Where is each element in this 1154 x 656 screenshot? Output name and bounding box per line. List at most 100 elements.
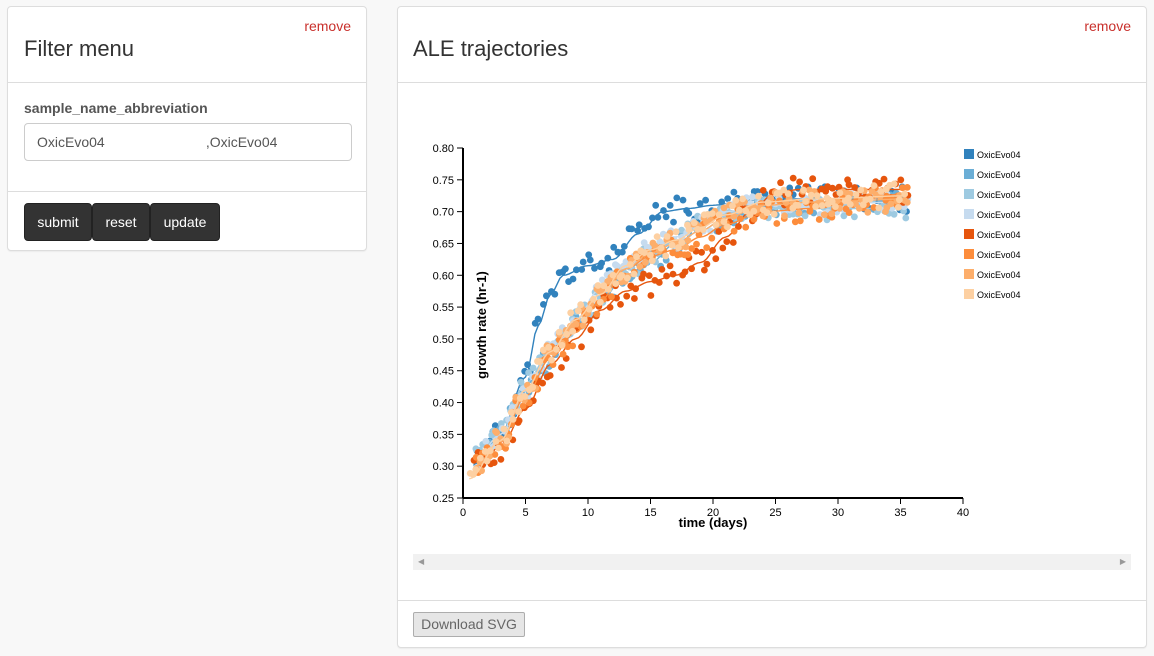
series-6-point	[742, 223, 750, 231]
series-3-point	[517, 378, 525, 386]
series-4-point	[749, 193, 756, 201]
series-8-point	[813, 192, 821, 199]
series-8-point	[558, 341, 566, 349]
series-8-point	[894, 204, 902, 211]
series-7-point	[781, 212, 788, 220]
series-3-point	[902, 214, 910, 222]
series-8-point	[890, 180, 898, 188]
y-tick-label: 0.30	[433, 461, 454, 473]
chart-footer-divider	[398, 600, 1146, 601]
reset-button[interactable]: reset	[92, 203, 150, 241]
scroll-right-arrow[interactable]: ▶	[1119, 557, 1126, 566]
series-5-point	[632, 285, 639, 293]
series-4-point	[482, 437, 490, 445]
series-1-point	[604, 254, 612, 262]
series-5-point	[663, 272, 670, 280]
series-8-point	[866, 195, 874, 203]
series-8-point	[729, 202, 736, 210]
series-8-point	[715, 211, 723, 219]
series-7-point	[636, 263, 644, 270]
series-8-point	[812, 203, 819, 210]
series-5-point	[623, 292, 631, 300]
series-8-point	[536, 358, 544, 366]
series-8-point	[770, 210, 778, 218]
series-8-point	[845, 194, 852, 202]
series-7-point	[795, 209, 803, 217]
chart-panel: remove ALE trajectories 0.25 0.30 0.35 0.40…	[397, 6, 1147, 648]
series-1-point	[670, 218, 677, 226]
series-1-point	[730, 188, 738, 196]
series-1-point	[666, 202, 674, 209]
update-button[interactable]: update	[150, 203, 220, 241]
series-1-point	[551, 290, 559, 298]
legend-swatch	[964, 229, 974, 239]
series-8-point	[668, 241, 676, 249]
series-5-point	[723, 238, 731, 246]
series-8-point	[486, 447, 494, 455]
series-7-point	[828, 210, 836, 218]
series-3-point	[678, 226, 685, 234]
sample-name-abbreviation-input[interactable]: OxicEvo04 ,OxicEvo04	[24, 123, 352, 161]
series-8-point	[580, 316, 588, 324]
download-svg-button[interactable]: Download SVG	[413, 612, 525, 637]
series-7-trend-line	[475, 198, 907, 467]
series-1-point	[662, 213, 670, 221]
series-4-point	[598, 276, 606, 284]
scroll-left-arrow[interactable]: ◀	[418, 557, 425, 566]
series-8-point	[648, 257, 656, 265]
series-5-point	[851, 184, 859, 191]
series-6-point	[815, 216, 823, 223]
series-8-point	[509, 416, 517, 423]
series-6-point	[688, 245, 696, 252]
series-8-point	[732, 197, 740, 204]
series-5-point	[578, 343, 585, 351]
series-8-point	[483, 457, 491, 465]
series-5-point	[897, 176, 905, 184]
series-5-point	[829, 184, 836, 192]
y-tick-label: 0.45	[433, 366, 454, 378]
chart-panel-title: ALE trajectories	[413, 36, 569, 61]
filter-remove-link[interactable]: remove	[304, 18, 351, 34]
chart-horizontal-scrollbar[interactable]: ◀ ▶	[413, 554, 1131, 570]
legend-swatch	[964, 289, 974, 299]
series-1-point	[645, 223, 652, 231]
series-6-point	[695, 231, 703, 239]
legend-label: OxicEvo04	[977, 170, 1021, 180]
series-5-point	[631, 295, 638, 302]
legend-label: OxicEvo04	[977, 270, 1021, 280]
series-5-point	[715, 228, 723, 235]
series-7-point	[887, 200, 895, 208]
series-6-point	[796, 217, 804, 225]
y-tick-label: 0.40	[433, 398, 454, 410]
series-8-point	[694, 225, 702, 233]
chart-axes: 0.25 0.30 0.35 0.40 0.45 0.50 0.55 0.60 0.65 0.70…	[433, 143, 970, 519]
series-7-point	[805, 186, 813, 194]
chart-remove-link[interactable]: remove	[1084, 18, 1131, 34]
chart-header-divider	[398, 82, 1146, 83]
series-5-point	[777, 179, 784, 187]
series-8-point	[764, 199, 772, 207]
series-5-point	[490, 459, 498, 466]
series-1-point	[654, 214, 662, 221]
submit-button[interactable]: submit	[24, 203, 92, 241]
series-8-point	[481, 448, 489, 455]
y-tick-label: 0.35	[433, 429, 454, 441]
series-8-point	[750, 207, 758, 215]
series-5-point	[515, 417, 523, 424]
series-8-point	[712, 221, 720, 229]
series-6-point	[870, 204, 878, 211]
series-6-point	[593, 310, 601, 318]
series-5-point	[880, 175, 888, 183]
legend-label: OxicEvo04	[977, 230, 1021, 240]
legend-swatch	[964, 149, 974, 159]
series-1-point	[673, 194, 681, 202]
series-7-point	[684, 237, 692, 244]
series-8-point	[585, 305, 593, 313]
legend-label: OxicEvo04	[977, 150, 1021, 160]
series-1-point	[540, 301, 547, 308]
series-5-point	[703, 260, 711, 268]
series-6-point	[491, 451, 499, 458]
series-8-point	[800, 186, 807, 194]
series-1-point	[628, 225, 636, 233]
y-tick-label: 0.70	[433, 207, 454, 219]
